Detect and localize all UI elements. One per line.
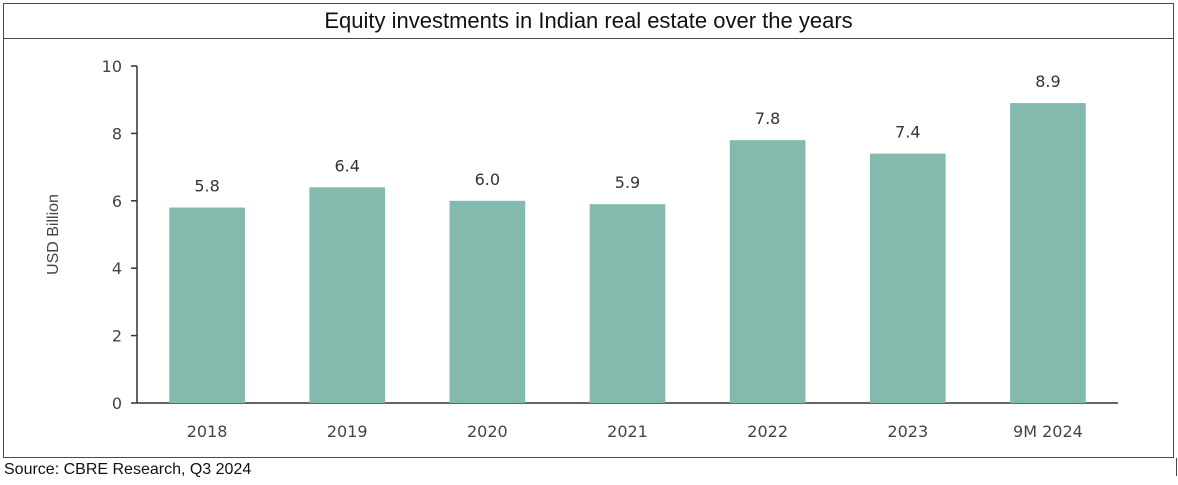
- x-tick-label: 2019: [327, 422, 368, 441]
- bar: [729, 140, 806, 403]
- bar: [309, 187, 386, 403]
- data-label: 8.9: [1035, 72, 1060, 91]
- x-tick-label: 2022: [747, 422, 788, 441]
- title-bar: Equity investments in Indian real estate…: [4, 4, 1173, 39]
- y-axis: 0 2 4 6 8 10: [102, 57, 138, 413]
- data-label: 5.8: [194, 177, 219, 196]
- chart-frame: Equity investments in Indian real estate…: [3, 3, 1174, 458]
- x-tick-label: 2021: [607, 422, 648, 441]
- chart-title: Equity investments in Indian real estate…: [324, 8, 853, 33]
- y-tick-label: 4: [112, 259, 122, 278]
- x-tick-label: 2020: [467, 422, 508, 441]
- x-tick-label: 2023: [887, 422, 928, 441]
- bar: [869, 153, 946, 403]
- source-note: Source: CBRE Research, Q3 2024: [4, 461, 252, 478]
- bar: [169, 207, 245, 403]
- bar: [449, 200, 526, 403]
- y-axis-title: USD Billion: [45, 194, 62, 275]
- x-tick-label: 2018: [187, 422, 228, 441]
- data-label: 6.4: [334, 156, 359, 175]
- data-label: 5.9: [615, 173, 640, 192]
- y-tick-label: 6: [112, 192, 122, 211]
- data-label: 7.4: [895, 123, 920, 142]
- y-tick-label: 8: [112, 124, 122, 143]
- y-tick-label: 10: [102, 57, 122, 76]
- x-axis: 2018 2019 2020 2021 2022 2023 9M 2024: [137, 402, 1118, 441]
- data-label: 6.0: [475, 170, 500, 189]
- bar: [1010, 103, 1086, 403]
- data-label: 7.8: [755, 109, 780, 128]
- data-labels: 5.8 6.4 6.0 5.9 7.8 7.4 8.9: [194, 72, 1060, 195]
- x-tick-label: 9M 2024: [1013, 422, 1083, 441]
- bars: [169, 103, 1086, 403]
- y-tick-label: 2: [112, 327, 122, 346]
- bar: [589, 204, 666, 403]
- y-tick-label: 0: [112, 394, 122, 413]
- frame-edge-mark: [1176, 458, 1177, 476]
